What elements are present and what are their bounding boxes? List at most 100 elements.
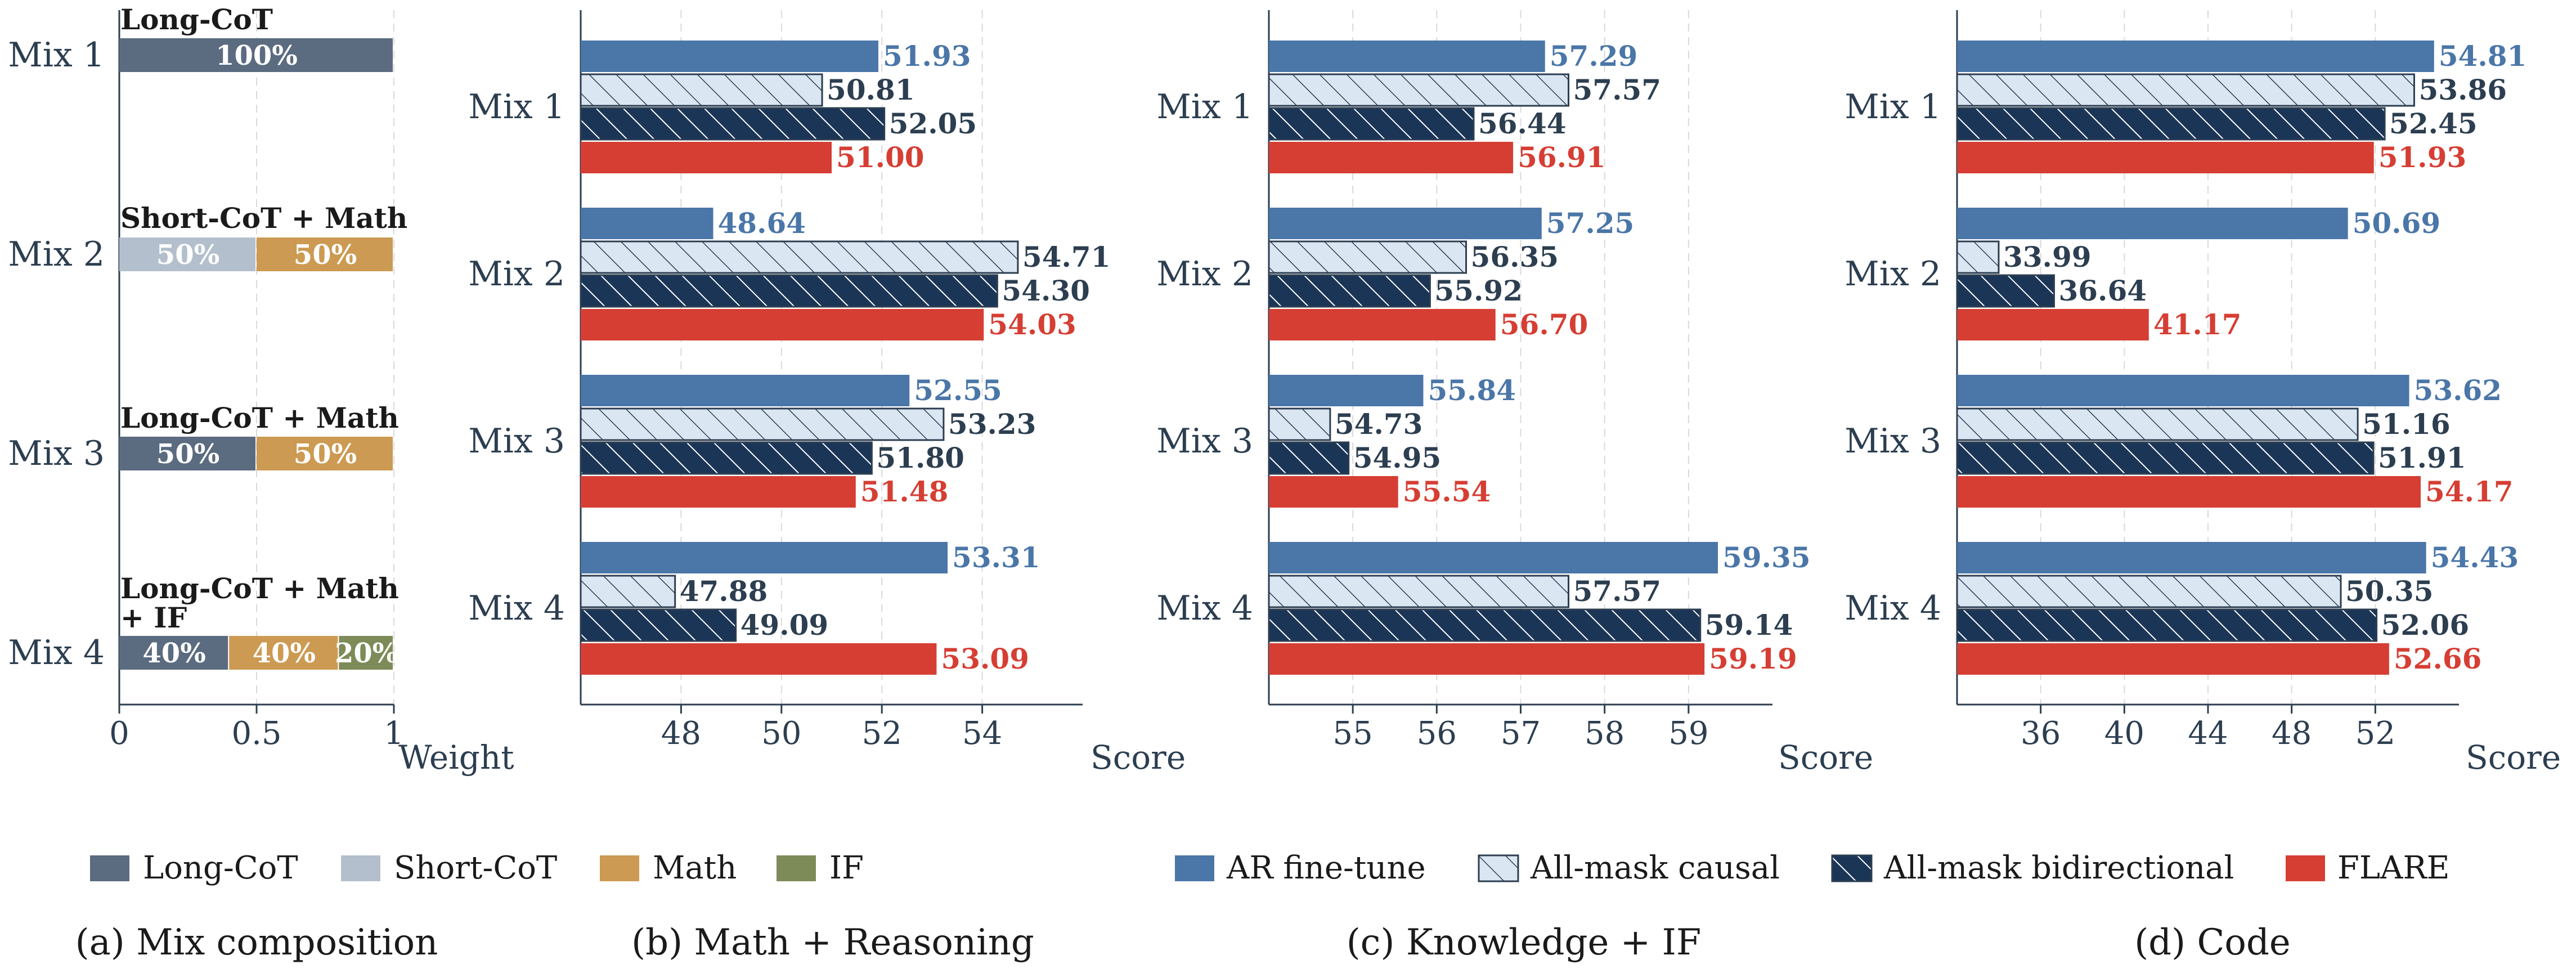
legend-label: All-mask bidirectional <box>1883 850 2234 886</box>
bar-ar <box>581 542 948 573</box>
x-tick-label: 40 <box>2104 715 2144 752</box>
bar-ar <box>1269 41 1545 72</box>
data-label: 52.66 <box>2394 642 2482 675</box>
bar-bidir <box>1268 274 1431 308</box>
data-label: 48.64 <box>717 207 806 240</box>
bar-flare <box>581 142 832 173</box>
bar-flare <box>581 643 937 675</box>
x-axis-label: Score <box>1778 738 1873 777</box>
y-tick-label: Mix 1 <box>468 87 565 127</box>
data-label: 54.30 <box>1002 274 1090 307</box>
bar-ar <box>1957 542 2426 573</box>
bar-bidir <box>1956 107 2386 141</box>
bar-ar <box>1957 375 2409 406</box>
panel-caption: (a) Mix composition <box>75 922 438 963</box>
x-tick-label: 48 <box>2272 715 2312 752</box>
mix-title: Long-CoT + Math <box>120 572 399 605</box>
data-label: 51.93 <box>883 39 971 73</box>
bar-bidir <box>580 274 998 308</box>
x-tick-label: 58 <box>1585 715 1624 752</box>
panel-caption: (c) Knowledge + IF <box>1347 922 1702 963</box>
bar-causal <box>1268 407 1331 441</box>
y-tick-label: Mix 1 <box>8 35 105 75</box>
x-tick-label: 36 <box>2021 715 2061 752</box>
bar-bidir <box>1268 107 1475 141</box>
data-label: 54.71 <box>1022 240 1111 273</box>
legend-swatch <box>341 855 380 881</box>
composition-segment <box>119 237 255 271</box>
panel-caption: (d) Code <box>2134 922 2291 963</box>
legend-swatch <box>600 855 639 881</box>
bar-ar <box>1957 208 2348 239</box>
segment-label: 50% <box>156 438 219 470</box>
y-tick-label: Mix 1 <box>1156 87 1253 127</box>
data-label: 54.03 <box>988 308 1076 341</box>
data-label: 53.23 <box>948 407 1036 441</box>
data-label: 54.73 <box>1335 407 1423 441</box>
bar-bidir <box>580 107 886 141</box>
legend-swatch <box>1175 855 1214 881</box>
legend-label: AR fine-tune <box>1226 850 1426 886</box>
x-tick-label: 57 <box>1501 715 1541 752</box>
y-tick-label: Mix 3 <box>468 422 565 461</box>
legend-swatch <box>1831 854 1873 882</box>
composition-segment <box>339 636 393 670</box>
data-label: 57.25 <box>1546 207 1635 240</box>
mix-title: Long-CoT + Math <box>120 401 399 434</box>
segment-label: 50% <box>156 239 219 271</box>
x-tick-label: 0.5 <box>231 715 281 752</box>
y-tick-label: Mix 2 <box>468 254 565 294</box>
bar-ar <box>581 375 910 406</box>
x-tick-label: 56 <box>1417 715 1457 752</box>
bar-ar <box>1269 208 1542 239</box>
bar-flare <box>1957 309 2149 340</box>
mix-title: Long-CoT <box>120 3 273 36</box>
data-label: 56.35 <box>1471 240 1559 273</box>
composition-segment <box>257 237 393 271</box>
panel-d-code: 36 40 44 48 52 Score Mix 1 54.8153.8652.4551.93… <box>1845 10 2561 777</box>
segment-label: 100% <box>216 40 298 71</box>
bar-causal <box>580 407 945 441</box>
x-tick-label: 48 <box>661 715 701 752</box>
data-label: 52.45 <box>2389 107 2478 140</box>
data-label: 55.54 <box>1403 475 1491 508</box>
y-tick-label: Mix 3 <box>1845 422 1941 461</box>
mix-title: Short-CoT + Math <box>120 201 407 235</box>
legend-methods: AR fine-tune All-mask causal All-mask bidi… <box>1175 850 2450 886</box>
legend-swatch <box>1478 854 1519 882</box>
data-label: 59.14 <box>1705 608 1793 642</box>
data-label: 41.17 <box>2153 308 2242 341</box>
y-tick-label: Mix 4 <box>1845 589 1941 628</box>
data-label: 52.06 <box>2381 608 2470 642</box>
composition-segment <box>119 38 393 72</box>
legend-label: All-mask causal <box>1530 850 1780 886</box>
x-tick-label: 52 <box>2355 715 2395 752</box>
bar-causal <box>1956 240 2000 274</box>
legend-composition: Long-CoT Short-CoT Math IF <box>90 850 864 886</box>
data-label: 56.44 <box>1478 107 1567 140</box>
y-tick-label: Mix 2 <box>8 235 105 274</box>
segment-label: 40% <box>142 638 205 669</box>
data-label: 54.43 <box>2431 541 2519 574</box>
segment-label: 40% <box>253 638 316 669</box>
x-axis-label: Score <box>1090 738 1186 777</box>
data-label: 55.84 <box>1428 374 1516 407</box>
y-tick-label: Mix 4 <box>468 589 565 628</box>
data-label: 55.92 <box>1434 274 1523 307</box>
composition-segment <box>229 636 338 670</box>
x-tick-label: 1 <box>384 715 404 752</box>
x-tick-label: 50 <box>761 715 801 752</box>
bar-flare <box>581 476 856 508</box>
segment-label: 20% <box>335 638 398 669</box>
data-label: 51.00 <box>836 141 925 174</box>
data-label: 53.86 <box>2418 73 2507 106</box>
data-label: 49.09 <box>741 608 829 642</box>
bar-causal <box>1956 575 2342 608</box>
composition-segment <box>119 636 228 670</box>
bar-flare <box>581 309 984 340</box>
data-label: 59.35 <box>1722 541 1811 574</box>
bar-flare <box>1269 309 1496 340</box>
bar-causal <box>1956 73 2415 107</box>
